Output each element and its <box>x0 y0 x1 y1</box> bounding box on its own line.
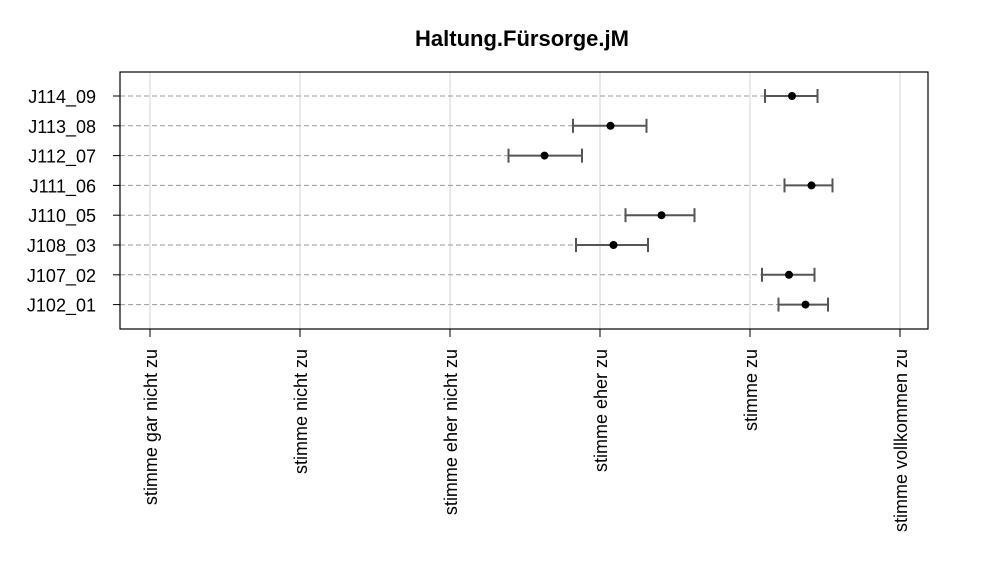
mean-point <box>606 121 615 130</box>
mean-point <box>657 211 666 220</box>
mean-point <box>609 241 618 249</box>
y-tick-label: J108_03 <box>27 236 96 257</box>
y-tick-label: J112_07 <box>28 147 96 168</box>
y-tick-label: J111_06 <box>30 176 96 197</box>
x-tick-label: stimme eher nicht zu <box>441 349 461 515</box>
y-tick-label: J113_08 <box>28 117 96 138</box>
y-tick-label: J110_05 <box>28 206 96 227</box>
x-tick-label: stimme gar nicht zu <box>141 349 161 505</box>
plot-area: J102_01 J107_02 J108_03 J110_05 J111_06 J112_… <box>27 71 929 532</box>
mean-point <box>540 151 549 160</box>
x-tick-label: stimme eher zu <box>591 349 611 472</box>
plot-border <box>119 71 929 330</box>
y-tick-label: J114_09 <box>28 87 96 108</box>
mean-point <box>807 181 816 190</box>
x-tick-label: stimme vollkommen zu <box>891 349 911 532</box>
y-tick-label: J107_02 <box>27 266 96 287</box>
y-tick-label: J102_01 <box>27 296 96 317</box>
chart-title: Haltung.Fürsorge.jM <box>415 26 629 51</box>
mean-point <box>785 270 793 279</box>
x-tick-label: stimme nicht zu <box>291 349 311 474</box>
mean-point <box>788 92 796 100</box>
mean-point <box>801 300 810 309</box>
x-tick-label: stimme zu <box>741 349 761 431</box>
